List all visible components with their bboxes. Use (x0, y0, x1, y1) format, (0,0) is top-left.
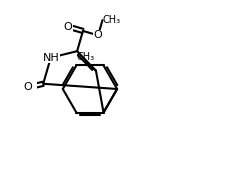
Text: O: O (64, 22, 72, 32)
Text: CH₃: CH₃ (76, 52, 94, 62)
Text: CH₃: CH₃ (102, 15, 120, 25)
Text: O: O (94, 30, 102, 40)
Text: O: O (24, 82, 32, 92)
Text: NH: NH (42, 53, 59, 63)
